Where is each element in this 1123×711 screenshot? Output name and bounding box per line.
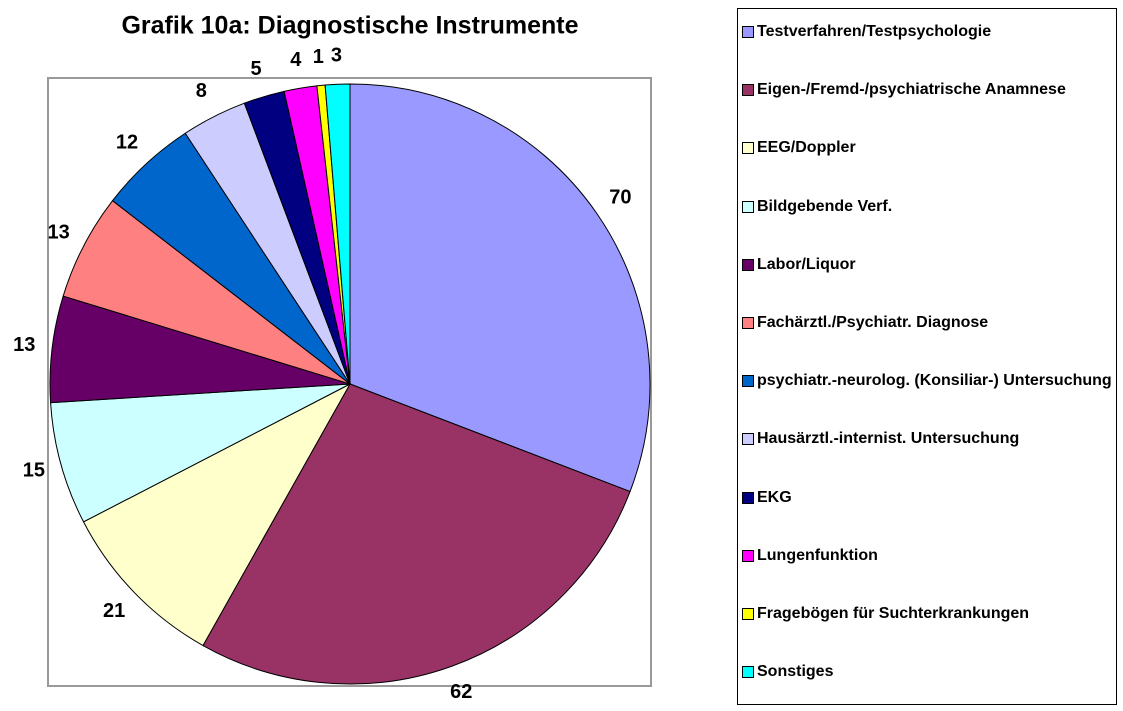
data-label: 5 [250,58,261,80]
legend-label: Fragebögen für Suchterkrankungen [757,605,1030,622]
pie-area: Grafik 10a: Diagnostische Instrumente 70… [13,12,652,703]
legend-item: Testverfahren/Testpsychologie [742,21,1112,43]
legend-label: psychiatr.-neurolog. (Konsiliar-) Unters… [757,372,1112,390]
legend-item: Labor/Liquor [742,254,1112,276]
pie-slice [349,83,651,493]
pie-slice [82,382,352,647]
data-label: 13 [13,334,35,356]
legend-item: EEG/Doppler [742,137,1112,159]
legend-swatch [742,375,754,388]
legend-swatch [742,26,754,38]
data-label: 3 [331,45,342,67]
legend-swatch [742,142,754,155]
pie-slice [50,383,351,523]
legend-label: Labor/Liquor [757,255,856,273]
legend-item: Hausärztl.-internist. Untersuchung [742,428,1112,450]
legend-label: Testverfahren/Testpsychologie [757,23,992,40]
legend-item: Fragebögen für Suchterkrankungen [742,603,1112,625]
data-label: 70 [609,187,631,209]
data-label: 4 [290,49,302,71]
legend-swatch [742,258,754,271]
data-label: 13 [48,222,70,244]
legend-label: Eigen-/Fremd-/psychiatrische Anamnese [757,81,1066,99]
pie-slice [202,383,631,685]
legend-swatch [742,433,754,446]
legend-label: Sonstiges [757,663,834,681]
data-label: 21 [103,600,125,622]
legend: Testverfahren/Testpsychologie Eigen-/Frem… [737,8,1117,705]
plot-frame [47,77,652,687]
data-label: 12 [116,132,138,154]
legend-label: Hausärztl.-internist. Untersuchung [757,430,1020,448]
chart-title: Grafik 10a: Diagnostische Instrumente [121,12,578,40]
legend-label: Lungenfunktion [757,546,878,564]
legend-item: Sonstiges [742,661,1112,683]
data-label: 15 [23,460,45,482]
data-label: 8 [196,80,207,102]
data-label: 62 [450,681,472,703]
legend-item: Fachärztl./Psychiatr. Diagnose [742,312,1112,334]
legend-label: EKG [757,488,792,506]
legend-item: Eigen-/Fremd-/psychiatrische Anamnese [742,79,1112,101]
legend-item: Lungenfunktion [742,545,1112,567]
legend-swatch [742,666,754,679]
legend-swatch [742,491,754,504]
legend-swatch [742,608,754,620]
legend-item: EKG [742,487,1112,509]
legend-item: psychiatr.-neurolog. (Konsiliar-) Unters… [742,370,1112,392]
legend-label: EEG/Doppler [757,139,856,157]
legend-swatch [742,200,754,213]
data-label: 1 [313,46,324,68]
legend-swatch [742,549,754,562]
pie-slice [324,83,351,385]
legend-label: Bildgebende Verf. [757,197,893,215]
legend-label: Fachärztl./Psychiatr. Diagnose [757,314,989,331]
legend-item: Bildgebende Verf. [742,196,1112,218]
legend-swatch [742,84,754,97]
legend-swatch [742,317,754,329]
